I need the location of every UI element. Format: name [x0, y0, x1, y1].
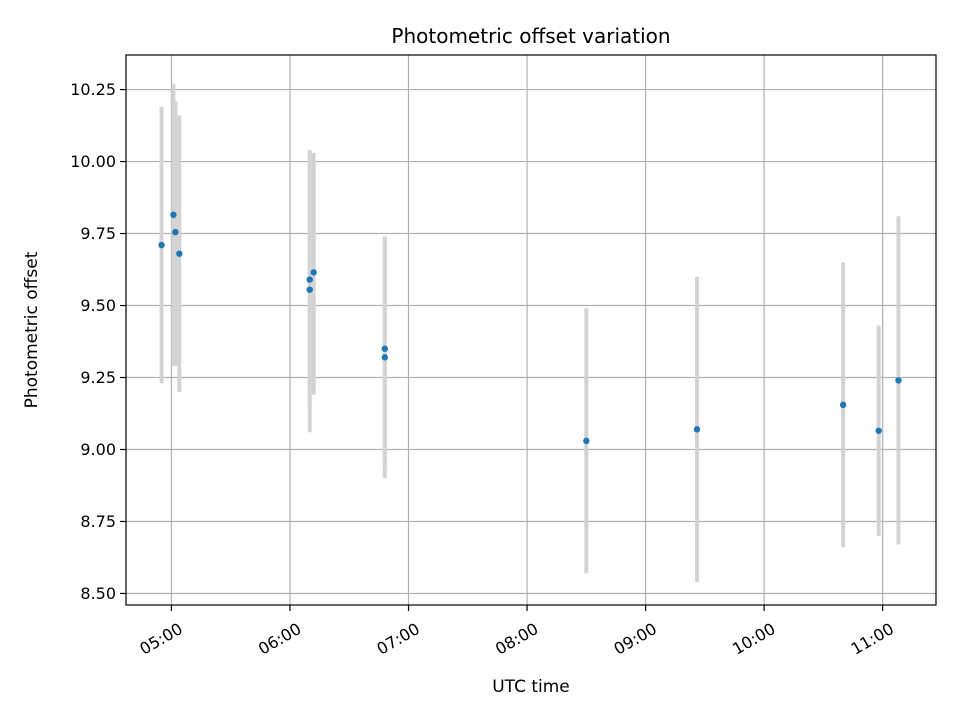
data-point	[381, 354, 389, 361]
y-tick-label: 9.00	[80, 440, 116, 459]
data-point	[158, 241, 165, 249]
data-point	[306, 286, 313, 293]
data-point	[583, 437, 590, 445]
x-tick-label: 10:00	[729, 619, 778, 659]
data-point	[839, 401, 847, 409]
grid-lines	[126, 55, 936, 605]
x-axis-label: UTC time	[492, 677, 570, 697]
x-tick-label: 08:00	[492, 619, 541, 659]
data-point	[170, 211, 177, 219]
x-tick-label: 11:00	[848, 619, 897, 659]
plot-area-frame	[125, 54, 937, 606]
data-points	[158, 211, 902, 445]
x-tick-label: 09:00	[611, 619, 660, 659]
axis-ticks: 05:00 06:00 07:00 08:00 09:00 10:00 11:00 8.50 8…	[70, 80, 897, 659]
data-point	[875, 427, 882, 434]
y-tick-label: 9.25	[80, 368, 116, 387]
y-tick-label: 9.50	[80, 296, 116, 315]
x-tick-label: 07:00	[373, 619, 422, 659]
y-tick-label: 8.50	[80, 584, 116, 603]
data-point	[895, 377, 902, 384]
chart-title: Photometric offset variation	[391, 24, 670, 48]
data-point	[306, 276, 313, 283]
data-point	[381, 345, 389, 352]
y-tick-label: 10.25	[70, 80, 116, 99]
x-tick-label: 05:00	[136, 619, 185, 659]
error-bars	[159, 83, 901, 582]
y-axis-label: Photometric offset	[22, 251, 42, 408]
y-tick-label: 10.00	[70, 152, 116, 171]
data-point	[693, 426, 701, 433]
y-tick-label: 9.75	[80, 224, 116, 243]
data-point	[310, 269, 317, 276]
data-point	[172, 228, 179, 236]
y-tick-label: 8.75	[80, 512, 116, 531]
x-tick-label: 06:00	[255, 619, 304, 659]
data-point	[176, 250, 183, 257]
